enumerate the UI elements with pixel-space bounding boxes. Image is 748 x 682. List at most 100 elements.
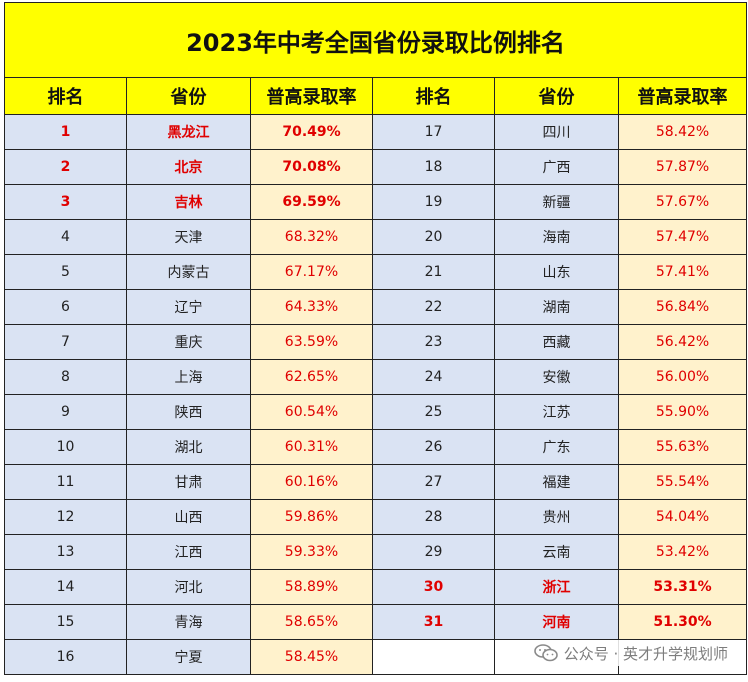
right-rate-cell: 54.04%: [617, 499, 748, 535]
right-province-cell: 福建: [494, 464, 619, 500]
left-rank-cell: 5: [4, 254, 127, 290]
header-rate-left: 普高录取率: [250, 77, 373, 115]
left-rank-cell: 10: [4, 429, 127, 465]
right-rank-cell: 26: [372, 429, 495, 465]
table-row: 11 甘肃 60.16% 27 福建 55.54%: [4, 464, 748, 500]
left-rate-cell: 58.89%: [250, 569, 373, 605]
right-rank-cell: 25: [372, 394, 495, 430]
watermark-text: 公众号 · 英才升学规划师: [563, 644, 728, 663]
empty-cell: [372, 639, 495, 675]
left-rank-cell: 2: [4, 149, 127, 185]
table-row: 7 重庆 63.59% 23 西藏 56.42%: [4, 324, 748, 360]
left-province-cell: 天津: [126, 219, 251, 255]
right-rank-cell: 31: [372, 604, 495, 640]
header-province-right: 省份: [494, 77, 619, 115]
right-rate-cell: 56.84%: [617, 289, 748, 325]
left-rank-cell: 3: [4, 184, 127, 220]
left-rank-cell: 11: [4, 464, 127, 500]
left-rank-cell: 4: [4, 219, 127, 255]
left-rank-cell: 7: [4, 324, 127, 360]
left-rate-cell: 58.45%: [250, 639, 373, 675]
table-row: 2 北京 70.08% 18 广西 57.87%: [4, 149, 748, 185]
left-rate-cell: 60.31%: [250, 429, 373, 465]
right-rank-cell: 28: [372, 499, 495, 535]
right-rate-cell: 55.90%: [617, 394, 748, 430]
right-province-cell: 山东: [494, 254, 619, 290]
ranking-table: 2023年中考全国省份录取比例排名 排名 省份 普高录取率 排名 省份 普高录取…: [3, 2, 748, 675]
table-row: 6 辽宁 64.33% 22 湖南 56.84%: [4, 289, 748, 325]
right-rate-cell: 51.30%: [617, 604, 748, 640]
left-rank-cell: 1: [4, 114, 127, 150]
header-row: 排名 省份 普高录取率 排名 省份 普高录取率: [4, 77, 748, 115]
left-rank-cell: 16: [4, 639, 127, 675]
table-row: 16 宁夏 58.45%: [4, 639, 748, 675]
table-body: 1 黑龙江 70.49% 17 四川 58.42% 2 北京 70.08% 18 广西 57.87% 3…: [4, 114, 748, 675]
left-province-cell: 陕西: [126, 394, 251, 430]
right-province-cell: 广西: [494, 149, 619, 185]
header-rank-right: 排名: [372, 77, 495, 115]
right-rate-cell: 56.00%: [617, 359, 748, 395]
left-rank-cell: 13: [4, 534, 127, 570]
left-rate-cell: 64.33%: [250, 289, 373, 325]
right-rank-cell: 17: [372, 114, 495, 150]
left-rank-cell: 9: [4, 394, 127, 430]
right-province-cell: 新疆: [494, 184, 619, 220]
left-province-cell: 辽宁: [126, 289, 251, 325]
table-row: 3 吉林 69.59% 19 新疆 57.67%: [4, 184, 748, 220]
table-row: 5 内蒙古 67.17% 21 山东 57.41%: [4, 254, 748, 290]
right-rate-cell: 58.42%: [617, 114, 748, 150]
left-province-cell: 河北: [126, 569, 251, 605]
right-rank-cell: 20: [372, 219, 495, 255]
right-province-cell: 浙江: [494, 569, 619, 605]
right-province-cell: 广东: [494, 429, 619, 465]
right-province-cell: 湖南: [494, 289, 619, 325]
table-title: 2023年中考全国省份录取比例排名: [3, 2, 748, 78]
left-province-cell: 黑龙江: [126, 114, 251, 150]
right-rate-cell: 53.42%: [617, 534, 748, 570]
right-rank-cell: 21: [372, 254, 495, 290]
table-row: 13 江西 59.33% 29 云南 53.42%: [4, 534, 748, 570]
table-row: 1 黑龙江 70.49% 17 四川 58.42%: [4, 114, 748, 150]
table-row: 15 青海 58.65% 31 河南 51.30%: [4, 604, 748, 640]
right-rate-cell: 57.41%: [617, 254, 748, 290]
right-province-cell: 云南: [494, 534, 619, 570]
header-province-left: 省份: [126, 77, 251, 115]
left-rate-cell: 69.59%: [250, 184, 373, 220]
watermark: 公众号 · 英才升学规划师: [529, 640, 732, 666]
wechat-icon: [533, 644, 558, 662]
left-province-cell: 宁夏: [126, 639, 251, 675]
left-rate-cell: 70.49%: [250, 114, 373, 150]
right-rank-cell: 24: [372, 359, 495, 395]
right-province-cell: 安徽: [494, 359, 619, 395]
header-rate-right: 普高录取率: [617, 77, 748, 115]
table-row: 8 上海 62.65% 24 安徽 56.00%: [4, 359, 748, 395]
table-row: 10 湖北 60.31% 26 广东 55.63%: [4, 429, 748, 465]
right-province-cell: 西藏: [494, 324, 619, 360]
table-row: 14 河北 58.89% 30 浙江 53.31%: [4, 569, 748, 605]
left-province-cell: 重庆: [126, 324, 251, 360]
header-rank-left: 排名: [4, 77, 127, 115]
left-rate-cell: 62.65%: [250, 359, 373, 395]
right-province-cell: 江苏: [494, 394, 619, 430]
left-rank-cell: 8: [4, 359, 127, 395]
left-province-cell: 内蒙古: [126, 254, 251, 290]
right-rate-cell: 55.54%: [617, 464, 748, 500]
left-province-cell: 北京: [126, 149, 251, 185]
left-province-cell: 上海: [126, 359, 251, 395]
right-rate-cell: 57.87%: [617, 149, 748, 185]
right-rate-cell: 56.42%: [617, 324, 748, 360]
left-rate-cell: 60.54%: [250, 394, 373, 430]
table-row: 12 山西 59.86% 28 贵州 54.04%: [4, 499, 748, 535]
left-province-cell: 江西: [126, 534, 251, 570]
left-rate-cell: 63.59%: [250, 324, 373, 360]
left-province-cell: 甘肃: [126, 464, 251, 500]
left-rank-cell: 6: [4, 289, 127, 325]
right-rank-cell: 18: [372, 149, 495, 185]
left-rank-cell: 14: [4, 569, 127, 605]
table-row: 4 天津 68.32% 20 海南 57.47%: [4, 219, 748, 255]
left-rate-cell: 59.33%: [250, 534, 373, 570]
right-province-cell: 海南: [494, 219, 619, 255]
right-rank-cell: 29: [372, 534, 495, 570]
table-row: 9 陕西 60.54% 25 江苏 55.90%: [4, 394, 748, 430]
